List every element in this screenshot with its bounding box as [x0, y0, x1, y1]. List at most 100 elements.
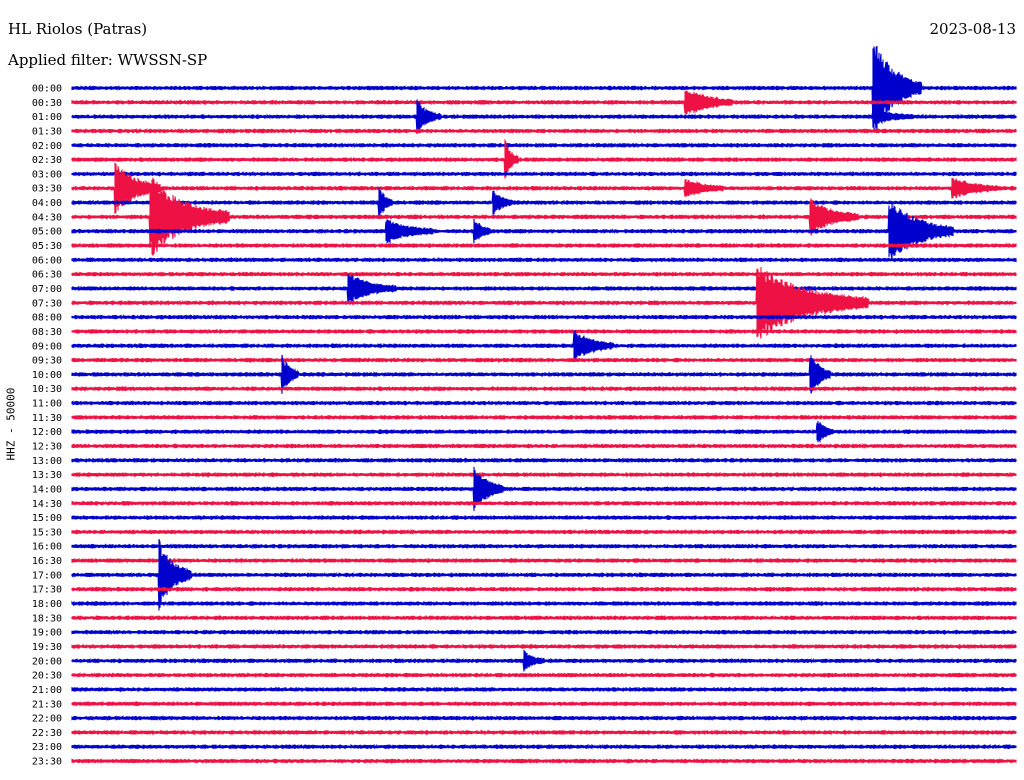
- trace-label: 02:00: [32, 141, 62, 152]
- seismic-trace-0230: [71, 138, 1017, 179]
- trace-label: 11:00: [32, 399, 62, 410]
- trace-label: 15:30: [32, 527, 62, 538]
- trace-label: 22:30: [32, 728, 62, 739]
- seismic-trace-1900: [71, 629, 1017, 636]
- seismic-trace-2230: [71, 729, 1017, 736]
- trace-label: 13:00: [32, 456, 62, 467]
- trace-label: 06:00: [32, 255, 62, 266]
- trace-label: 00:00: [32, 84, 62, 95]
- seismic-trace-0430: [71, 177, 1017, 257]
- trace-label: 13:30: [32, 470, 62, 481]
- trace-label: 11:30: [32, 413, 62, 424]
- seismic-trace-1330: [71, 471, 1017, 478]
- seismic-trace-1400: [71, 466, 1017, 512]
- seismic-trace-0000: [71, 45, 1017, 130]
- seismic-trace-0930: [71, 357, 1017, 364]
- seismic-trace-1830: [71, 614, 1017, 621]
- trace-label: 02:30: [32, 155, 62, 166]
- trace-label: 19:00: [32, 628, 62, 639]
- seismic-trace-0800: [71, 314, 1017, 321]
- trace-label: 03:30: [32, 184, 62, 195]
- seismic-trace-1230: [71, 443, 1017, 449]
- trace-label: 19:30: [32, 642, 62, 653]
- trace-label: 01:30: [32, 126, 62, 137]
- trace-label: 21:30: [32, 699, 62, 710]
- trace-label: 05:00: [32, 227, 62, 238]
- seismic-trace-0830: [71, 328, 1017, 335]
- seismic-trace-0500: [71, 202, 1017, 261]
- seismic-trace-0730: [71, 266, 1017, 339]
- seismic-trace-0630: [71, 271, 1017, 278]
- seismic-trace-2000: [71, 650, 1017, 672]
- trace-label: 16:00: [32, 542, 62, 553]
- seismic-trace-0700: [71, 274, 1017, 304]
- seismic-trace-1030: [71, 385, 1017, 392]
- seismic-trace-2100: [71, 686, 1017, 693]
- seismic-trace-0600: [71, 257, 1017, 263]
- trace-label: 14:30: [32, 499, 62, 510]
- trace-label: 12:30: [32, 442, 62, 453]
- trace-label: 23:30: [32, 757, 62, 768]
- trace-label: 01:00: [32, 112, 62, 123]
- trace-label: 05:30: [32, 241, 62, 252]
- trace-label: 23:00: [32, 742, 62, 753]
- seismic-trace-1430: [71, 500, 1017, 507]
- trace-label: 08:30: [32, 327, 62, 338]
- seismic-trace-2030: [71, 672, 1017, 679]
- seismic-trace-0030: [71, 90, 1017, 115]
- trace-label: 18:30: [32, 613, 62, 624]
- trace-label: 14:00: [32, 484, 62, 495]
- filter-label: Applied filter: WWSSN-SP: [8, 51, 208, 69]
- seismic-trace-0100: [71, 99, 1017, 134]
- trace-label: 08:00: [32, 313, 62, 324]
- trace-label: 21:00: [32, 685, 62, 696]
- seismic-trace-1700: [71, 539, 1017, 611]
- seismic-trace-0330: [71, 162, 1017, 214]
- seismic-trace-1300: [71, 457, 1017, 464]
- seismic-trace-0300: [71, 170, 1017, 177]
- trace-label: 04:00: [32, 198, 62, 209]
- seismic-trace-1930: [71, 643, 1017, 650]
- seismic-trace-0530: [71, 242, 1017, 249]
- seismic-trace-2200: [71, 715, 1017, 722]
- trace-label: 18:00: [32, 599, 62, 610]
- seismic-trace-1630: [71, 557, 1017, 564]
- trace-label: 04:30: [32, 212, 62, 223]
- seismic-trace-1730: [71, 586, 1017, 593]
- seismic-trace-1100: [71, 400, 1017, 406]
- trace-label: 03:00: [32, 169, 62, 180]
- seismic-trace-1530: [71, 528, 1017, 535]
- trace-label: 17:00: [32, 570, 62, 581]
- trace-label: 09:00: [32, 341, 62, 352]
- seismic-trace-2130: [71, 701, 1017, 707]
- seismic-trace-2330: [71, 758, 1017, 764]
- seismic-trace-0200: [71, 142, 1017, 149]
- seismic-trace-1500: [71, 514, 1017, 521]
- trace-label: 20:30: [32, 671, 62, 682]
- trace-label: 10:30: [32, 384, 62, 395]
- trace-label: 09:30: [32, 356, 62, 367]
- trace-label: 22:00: [32, 714, 62, 725]
- seismic-trace-1130: [71, 414, 1017, 421]
- seismic-trace-1600: [71, 543, 1017, 550]
- date-label: 2023-08-13: [929, 20, 1016, 38]
- trace-label: 16:30: [32, 556, 62, 567]
- trace-label: 07:00: [32, 284, 62, 295]
- station-title: HL Riolos (Patras): [8, 20, 148, 38]
- trace-label: 00:30: [32, 98, 62, 109]
- seismic-trace-2300: [71, 743, 1017, 750]
- trace-label: 12:00: [32, 427, 62, 438]
- trace-label: 15:00: [32, 513, 62, 524]
- seismic-trace-0400: [71, 187, 1017, 218]
- seismic-trace-0130: [71, 128, 1017, 134]
- seismic-trace-1800: [71, 600, 1017, 607]
- trace-label: 06:30: [32, 270, 62, 281]
- seismic-trace-0900: [71, 329, 1017, 362]
- trace-label: 17:30: [32, 585, 62, 596]
- trace-label: 20:00: [32, 656, 62, 667]
- trace-label: 10:00: [32, 370, 62, 381]
- seismic-trace-1000: [71, 354, 1017, 394]
- seismic-trace-1200: [71, 420, 1017, 443]
- trace-label: 07:30: [32, 298, 62, 309]
